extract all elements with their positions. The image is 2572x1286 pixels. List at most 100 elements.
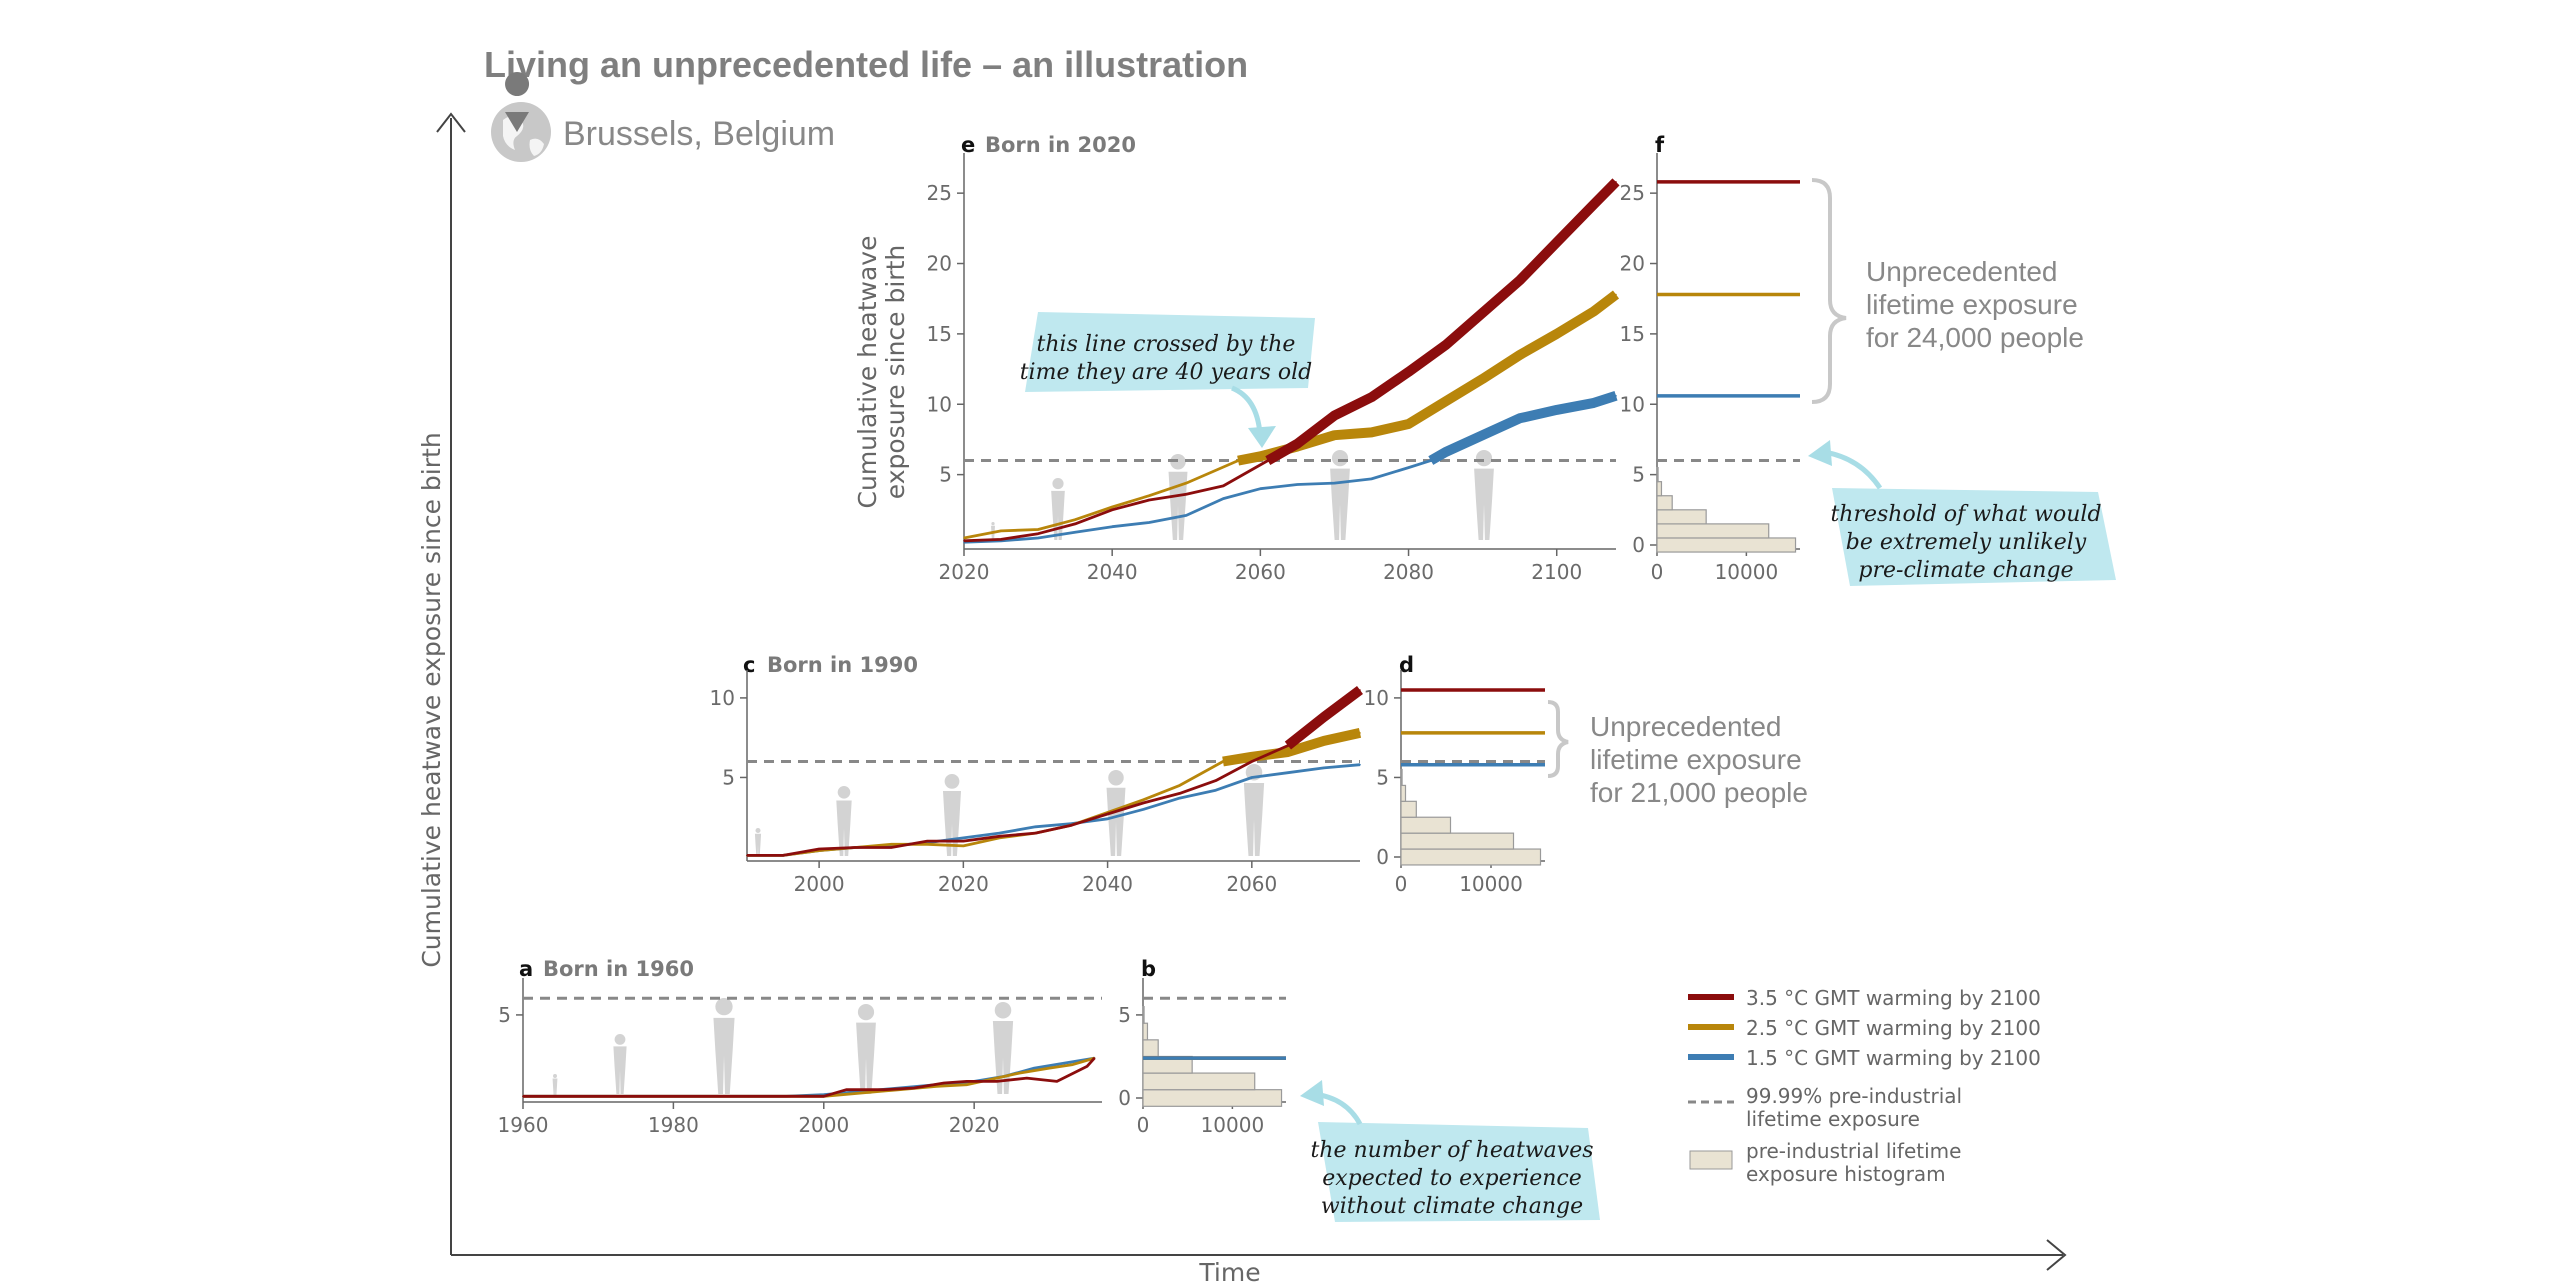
data-point-a-0 xyxy=(1093,1057,1096,1059)
data-point-e-1 xyxy=(1185,482,1188,484)
data-point-e-0 xyxy=(1074,523,1076,525)
data-point-a-1 xyxy=(860,1092,863,1094)
data-point-a-0 xyxy=(965,1080,968,1083)
data-point-e-2 xyxy=(1074,531,1076,534)
data-point-e-0 xyxy=(1555,241,1558,244)
data-point-a-2 xyxy=(1033,1067,1036,1069)
person-silhouette xyxy=(856,1004,876,1094)
xtick-label-c: 2000 xyxy=(794,872,845,896)
xtick-label-b: 10000 xyxy=(1201,1113,1265,1137)
data-point-c-0 xyxy=(962,840,965,842)
hist-bin-d xyxy=(1400,784,1407,802)
data-point-c-2 xyxy=(1034,826,1037,828)
data-point-e-2 xyxy=(1430,459,1432,462)
data-point-a-0 xyxy=(913,1087,915,1089)
xtick-label-e: 2020 xyxy=(939,560,990,584)
data-point-c-1 xyxy=(926,843,929,846)
data-point-c-2 xyxy=(1215,789,1217,791)
xtick-label-e: 2100 xyxy=(1531,560,1582,584)
data-point-c-2 xyxy=(1106,818,1109,820)
panel-letter-e: e xyxy=(961,133,975,157)
data-point-e-0 xyxy=(1267,459,1269,462)
data-point-c-0 xyxy=(1178,792,1181,795)
hist-bin-d xyxy=(1400,832,1515,850)
panel-letter-c: c xyxy=(743,653,755,677)
ytick-label-a: 5 xyxy=(498,1003,511,1027)
data-point-c-0 xyxy=(854,846,856,849)
data-point-e-0 xyxy=(1000,538,1002,541)
data-point-a-2 xyxy=(1063,1062,1066,1064)
panel-title-a: Born in 1960 xyxy=(543,957,694,981)
data-point-a-0 xyxy=(823,1095,825,1098)
ytick-label-e: 10 xyxy=(927,392,952,416)
data-point-e-0 xyxy=(1148,499,1150,501)
panel-a: a Born in 1960 5 1960 1980 2000 2020 xyxy=(498,957,1102,1137)
data-point-a-0 xyxy=(522,1095,524,1098)
outer-x-label: Time xyxy=(1198,1258,1260,1286)
note-d-line3: for 21,000 people xyxy=(1590,777,1808,808)
note-f-line3: for 24,000 people xyxy=(1866,322,2084,353)
data-point-e-0 xyxy=(1407,371,1410,373)
xtick-label-a: 1960 xyxy=(498,1113,549,1137)
data-point-e-1 xyxy=(1074,518,1076,521)
hist-bin-f xyxy=(1656,466,1659,483)
data-point-e-0 xyxy=(1296,442,1299,445)
data-point-e-1 xyxy=(1259,455,1262,458)
series-line-c-0 xyxy=(747,688,1361,857)
data-point-e-0 xyxy=(1518,279,1521,282)
person-silhouette xyxy=(613,1034,627,1094)
data-point-e-0 xyxy=(1111,509,1113,511)
data-point-e-1 xyxy=(1370,431,1373,434)
data-point-c-1 xyxy=(1142,798,1145,801)
ytick-label-c: 10 xyxy=(710,686,735,710)
data-point-c-2 xyxy=(962,837,965,839)
person-silhouette xyxy=(836,786,852,856)
data-point-e-1 xyxy=(1333,434,1336,437)
data-point-a-1 xyxy=(995,1077,998,1079)
hist-bin-b xyxy=(1142,1006,1145,1024)
data-point-e-0 xyxy=(1037,532,1039,535)
hist-bin-b xyxy=(1142,1089,1283,1107)
xtick-label-c: 2040 xyxy=(1082,872,1133,896)
panel-title-c: Born in 1990 xyxy=(767,653,918,677)
data-point-c-2 xyxy=(1323,767,1325,769)
callout-heatwaves: the number of heatwaves expected to expe… xyxy=(1300,1080,1600,1222)
xtick-label-e: 2040 xyxy=(1087,560,1138,584)
panel-ylabel-e-0: Cumulative heatwave xyxy=(853,236,882,509)
data-point-e-1 xyxy=(1481,378,1484,380)
ytick-label-c: 5 xyxy=(722,765,735,789)
callout-heatwaves-line1: the number of heatwaves xyxy=(1310,1138,1593,1163)
data-point-c-0 xyxy=(926,840,929,842)
data-point-c-0 xyxy=(1142,802,1145,804)
legend-label-histogram-2: exposure histogram xyxy=(1746,1162,1946,1186)
data-point-e-2 xyxy=(1185,514,1188,517)
hist-bin-b xyxy=(1142,1039,1159,1058)
xtick-label-d: 0 xyxy=(1395,872,1408,896)
legend-label-histogram-1: pre-industrial lifetime xyxy=(1746,1139,1961,1163)
data-point-e-0 xyxy=(1444,344,1447,346)
panel-title-e: Born in 2020 xyxy=(985,133,1136,157)
xtick-label-a: 1980 xyxy=(648,1113,699,1137)
data-point-e-2 xyxy=(1222,497,1225,500)
data-point-e-0 xyxy=(1185,493,1188,496)
data-point-a-1 xyxy=(965,1083,968,1086)
data-point-e-1 xyxy=(1444,400,1447,403)
data-point-e-0 xyxy=(1593,203,1595,206)
data-point-c-2 xyxy=(1359,763,1361,766)
data-point-c-1 xyxy=(1359,732,1361,734)
data-point-e-2 xyxy=(1481,434,1484,437)
data-point-c-0 xyxy=(818,848,820,850)
data-point-c-0 xyxy=(746,854,748,857)
note-f-line2: lifetime exposure xyxy=(1866,289,2078,320)
data-point-a-0 xyxy=(1026,1077,1028,1079)
data-point-e-2 xyxy=(1518,417,1521,420)
series-exceed-e-0 xyxy=(1265,178,1620,465)
data-point-e-2 xyxy=(1037,537,1039,539)
data-point-c-1 xyxy=(1287,751,1289,753)
ytick-label-b: 5 xyxy=(1118,1003,1131,1027)
xtick-label-a: 2020 xyxy=(949,1113,1000,1137)
panel-d: d 0 5 10 0 10000 xyxy=(1364,653,1545,896)
ytick-label-d: 5 xyxy=(1376,765,1389,789)
